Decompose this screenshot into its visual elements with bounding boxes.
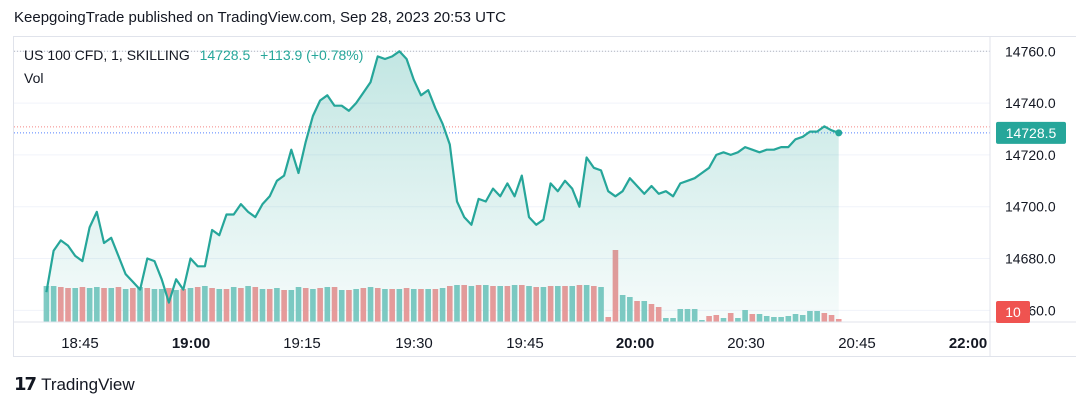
x-tick-label: 20:30: [727, 335, 765, 352]
legend: US 100 CFD, 1, SKILLING 14728.5 +113.9 (…: [24, 47, 363, 63]
volume-value-tag-label: 10: [1005, 304, 1021, 320]
symbol-label[interactable]: US 100 CFD, 1, SKILLING: [24, 47, 190, 63]
x-tick-label: 19:45: [506, 335, 544, 352]
axes: 14760.014740.014720.014700.014680.014660…: [14, 36, 1076, 357]
publish-header: KeepgoingTrade published on TradingView.…: [14, 9, 506, 26]
chart-pane[interactable]: [13, 36, 1076, 357]
x-tick-label: 20:00: [616, 335, 654, 352]
x-tick-label: 18:45: [61, 335, 99, 352]
price-area: [46, 51, 839, 323]
y-tick-label: 14700.0: [1005, 199, 1056, 215]
volume-value-tag: [996, 301, 1030, 323]
x-tick-label: 19:00: [172, 335, 210, 352]
price-line: [45, 50, 843, 304]
last-price-tag: [996, 121, 1066, 144]
tradingview-logo-icon[interactable]: 17: [14, 374, 37, 395]
last-price-value: 14728.5: [199, 47, 251, 63]
price-area-fill: [46, 51, 839, 323]
x-tick-label: 19:30: [395, 335, 433, 352]
x-tick-label: 19:15: [283, 335, 321, 352]
x-tick-label: 20:45: [838, 335, 876, 352]
volume-indicator-label[interactable]: Vol: [24, 70, 44, 86]
y-tick-label: 14760.0: [1005, 43, 1056, 59]
footer: 17 TradingView: [14, 374, 135, 395]
y-tick-label: 14680.0: [1005, 251, 1056, 267]
last-price-tag-label: 14728.5: [1006, 125, 1057, 141]
price-series-line: [45, 50, 840, 304]
y-tick-label: 14720.0: [1005, 147, 1056, 163]
brand-name[interactable]: TradingView: [41, 374, 135, 394]
price-change-value: +113.9 (+0.78%): [260, 47, 364, 63]
volume-bar: [835, 319, 842, 322]
last-price-dot: [835, 129, 843, 137]
x-tick-label: 22:00: [949, 335, 987, 352]
y-tick-label: 14740.0: [1005, 95, 1056, 111]
